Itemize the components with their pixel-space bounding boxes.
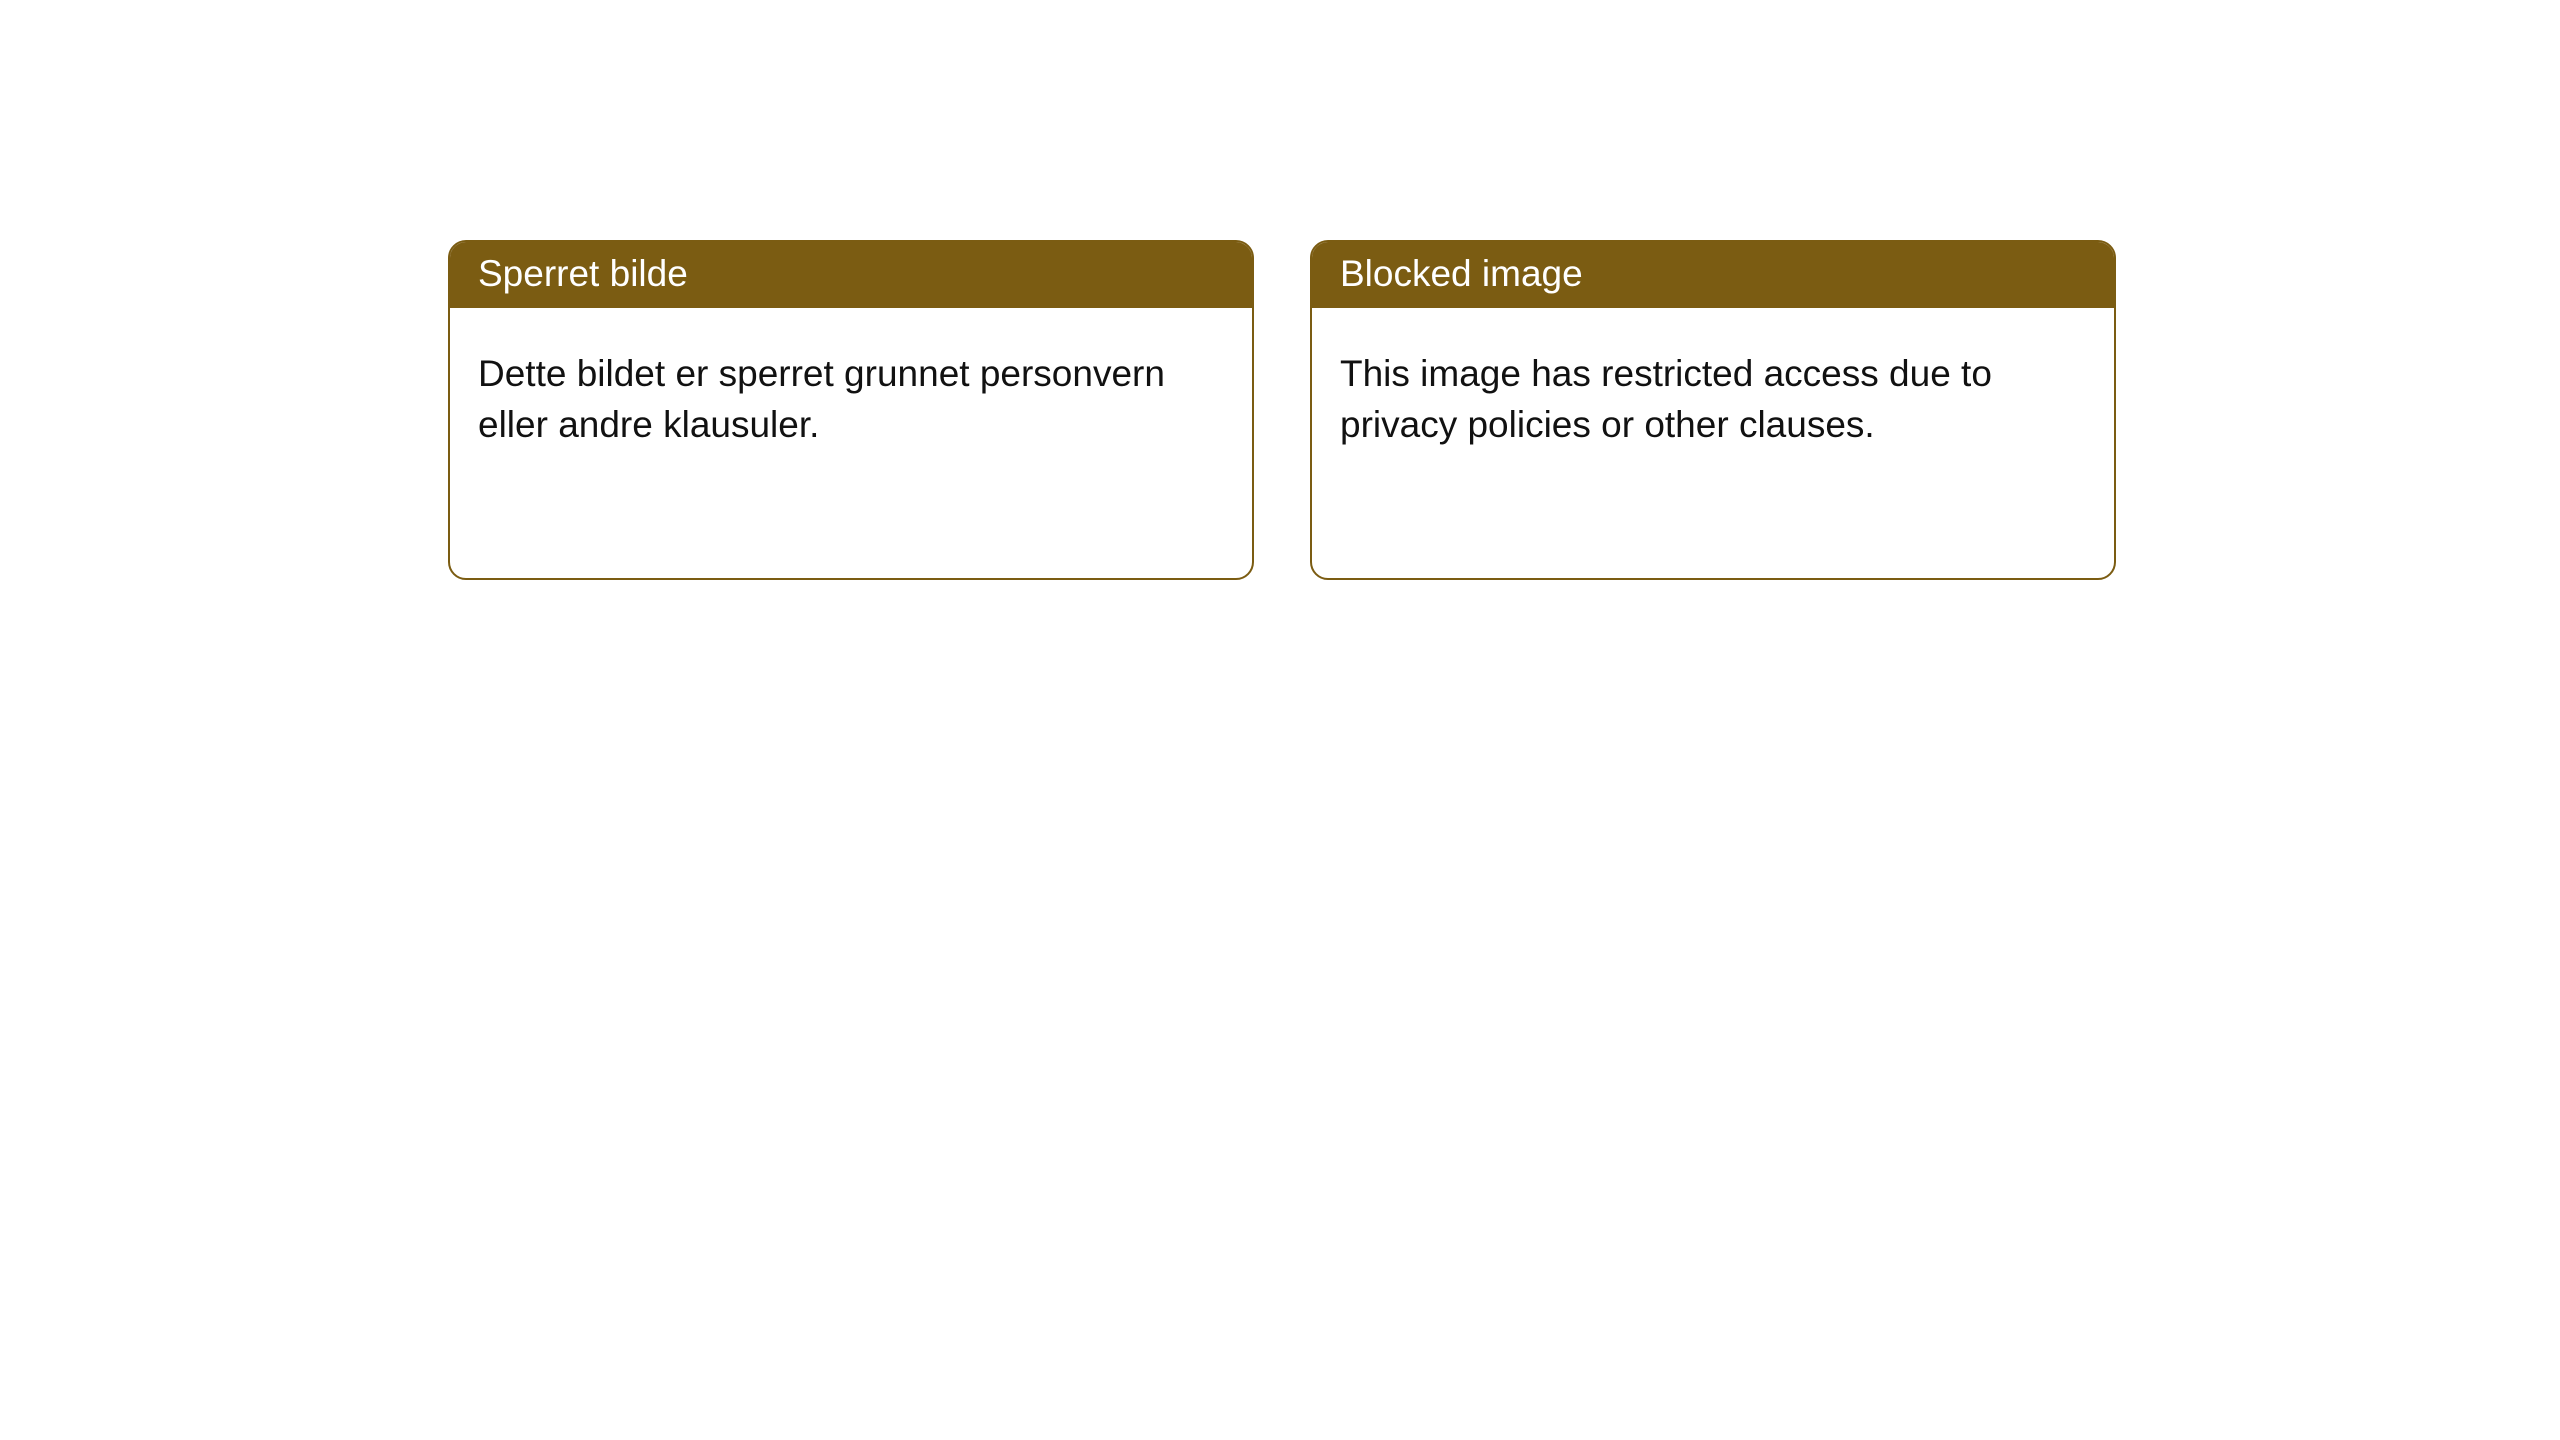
notice-body: This image has restricted access due to … <box>1312 308 2114 578</box>
notice-text: Dette bildet er sperret grunnet personve… <box>478 353 1165 445</box>
notice-card-english: Blocked image This image has restricted … <box>1310 240 2116 580</box>
notice-header: Sperret bilde <box>450 242 1252 308</box>
notice-body: Dette bildet er sperret grunnet personve… <box>450 308 1252 578</box>
notice-card-norwegian: Sperret bilde Dette bildet er sperret gr… <box>448 240 1254 580</box>
notice-title: Blocked image <box>1340 253 1583 294</box>
notice-container: Sperret bilde Dette bildet er sperret gr… <box>0 0 2560 580</box>
notice-text: This image has restricted access due to … <box>1340 353 1992 445</box>
notice-header: Blocked image <box>1312 242 2114 308</box>
notice-title: Sperret bilde <box>478 253 688 294</box>
